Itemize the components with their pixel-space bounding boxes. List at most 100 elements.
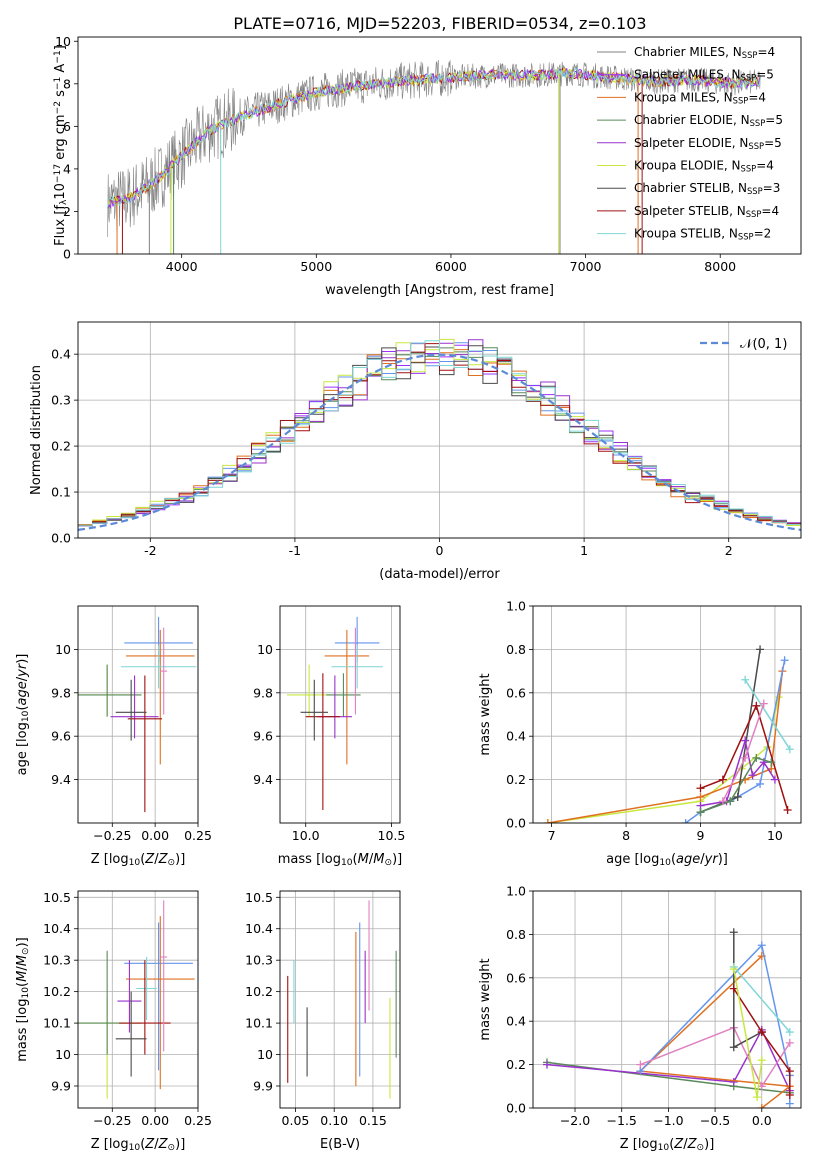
y-tick-label: 10.3 (245, 953, 273, 968)
x-axis-label-part: M (358, 852, 369, 867)
weight-line (744, 679, 791, 750)
y-tick-label: 0.8 (506, 927, 526, 942)
axes: −2.0 −1.5 −1.0 −0.5 0.0 0.0 0.2 0.4 0.6 0.8 1.0 mas… (478, 884, 802, 1153)
legend-entry-part: Salpeter ELODIE, N (634, 136, 748, 150)
x-axis-label-part: Z (144, 1137, 155, 1152)
weight-marker (785, 1099, 794, 1108)
x-tick-label: 0.10 (320, 1113, 348, 1128)
legend-entry-part: Kroupa MILES, N (634, 90, 733, 104)
x-axis-label-part: / (154, 1137, 159, 1152)
y-axis-label: age [log10(age/yr)] (15, 654, 31, 776)
y-axis-label-part: Flux [f (53, 205, 68, 246)
y-tick-label: 10.4 (43, 921, 71, 936)
weight-marker (741, 753, 750, 762)
y-axis-label-part: 10 (53, 183, 68, 200)
y-axis-label-part: ⊙ (21, 947, 31, 955)
x-axis-label-part: / (154, 852, 159, 867)
y-tick-label: 10.4 (245, 921, 273, 936)
plot-area (543, 645, 794, 823)
x-axis-label-part: 10 (129, 1143, 141, 1153)
x-tick-label: −1.0 (653, 1113, 683, 1128)
x-axis-label-part: ⊙ (168, 858, 176, 868)
weight-marker (696, 792, 705, 801)
y-axis-label-part: age [log (15, 722, 30, 775)
y-axis-label-part: M (15, 971, 30, 982)
y-axis-label-part: −1 (53, 50, 63, 63)
weight-marker (718, 797, 727, 806)
legend-entry: Kroupa MILES, NSSP=4 (634, 90, 766, 105)
x-tick-label: -2 (144, 543, 156, 558)
plot-area (107, 59, 762, 254)
weight-marker (785, 1090, 794, 1099)
x-axis-label-part: )] (718, 852, 728, 867)
weight-marker (729, 965, 738, 974)
x-axis-label-part: 10 (129, 858, 141, 868)
plot-area (543, 928, 794, 1108)
legend-entry: Chabrier MILES, NSSP=4 (634, 45, 775, 60)
legend-entry: Chabrier STELIB, NSSP=3 (634, 181, 780, 196)
legend-entry-part: =5 (765, 113, 783, 127)
x-axis-label: mass [log10(M/M⊙)] (278, 852, 402, 868)
weight-marker (729, 1043, 738, 1052)
x-axis-label-part: )] (175, 852, 185, 867)
y-axis-label: mass weight (478, 673, 493, 755)
y-axis-label-part: 10 (21, 710, 31, 722)
x-tick-label: 6000 (435, 259, 467, 274)
figure-title: PLATE=0716, MJD=52203, FIBERID=0534, z=0… (233, 14, 646, 33)
y-tick-label: 9.6 (253, 729, 273, 744)
weight-marker (741, 675, 750, 684)
legend-entry-part: SSP (733, 95, 749, 105)
y-tick-label: 10.5 (245, 890, 273, 905)
axes: 7 8 9 10 0.0 0.2 0.4 0.6 0.8 1.0 mass weight age [l… (478, 599, 802, 868)
x-axis-label-part: Z [log (91, 852, 129, 867)
legend-entry: Salpeter ELODIE, NSSP=5 (634, 136, 782, 151)
legend-entry-part: SSP (741, 164, 757, 174)
y-tick-label: 0.3 (51, 393, 71, 408)
x-axis-label-part: Z [log (620, 1137, 658, 1152)
x-axis-label: Z [log10(Z/Z⊙)] (620, 1137, 715, 1153)
grid (280, 606, 400, 823)
weight-marker (741, 736, 750, 745)
x-tick-label: 0.25 (184, 1113, 212, 1128)
y-axis-label-part: )] (15, 654, 30, 664)
weight-marker (785, 745, 794, 754)
weight-marker (696, 784, 705, 793)
axes-frame (77, 321, 802, 539)
legend-entry-part: SSP (750, 118, 766, 128)
y-tick-label: 0 (63, 247, 71, 262)
legend-entry-part: Chabrier STELIB, N (634, 181, 747, 195)
weight-marker (753, 1093, 762, 1102)
x-tick-label: 10 (767, 828, 783, 843)
y-tick-label: 10 (257, 642, 273, 657)
y-tick-label: 9.6 (51, 729, 71, 744)
weight-marker (759, 699, 768, 708)
y-tick-label: 0.0 (506, 1101, 526, 1116)
y-tick-label: 1.0 (506, 599, 526, 614)
x-axis-label-part: Z (673, 1137, 684, 1152)
weight-marker (785, 1067, 794, 1076)
x-tick-label: −2.0 (560, 1113, 590, 1128)
y-axis-label-part: A (53, 64, 68, 77)
y-axis-label-part: M (15, 955, 30, 966)
weight-line (640, 1026, 791, 1088)
x-tick-label: 0.15 (359, 1113, 387, 1128)
x-axis-label-part: ⊙ (384, 858, 392, 868)
x-axis-label: Z [log10(Z/Z⊙)] (91, 852, 186, 868)
weight-marker (767, 758, 776, 767)
x-axis-label-part: )] (175, 1137, 185, 1152)
y-axis-label-part: mass [log (15, 999, 30, 1062)
x-tick-label: 1 (580, 543, 588, 558)
y-tick-label: 9.9 (51, 1078, 71, 1093)
x-axis-label-part: )] (392, 852, 402, 867)
y-axis-label: Flux [fλ10−17 erg cm−2 s−1 A−1] (53, 45, 69, 246)
x-axis-label-part: 10 (659, 858, 671, 868)
legend-entry-part: SSP (738, 232, 754, 242)
x-axis-label-part: ( (140, 1137, 145, 1152)
legend-entry-part: =2 (754, 227, 772, 241)
y-tick-label: 10.1 (43, 1016, 71, 1031)
x-axis-label-part: / (683, 1137, 688, 1152)
y-axis-label-part: ] (53, 45, 68, 50)
axes-frame (77, 890, 199, 1109)
y-axis-label: mass [log10(M/M⊙)] (15, 937, 31, 1061)
